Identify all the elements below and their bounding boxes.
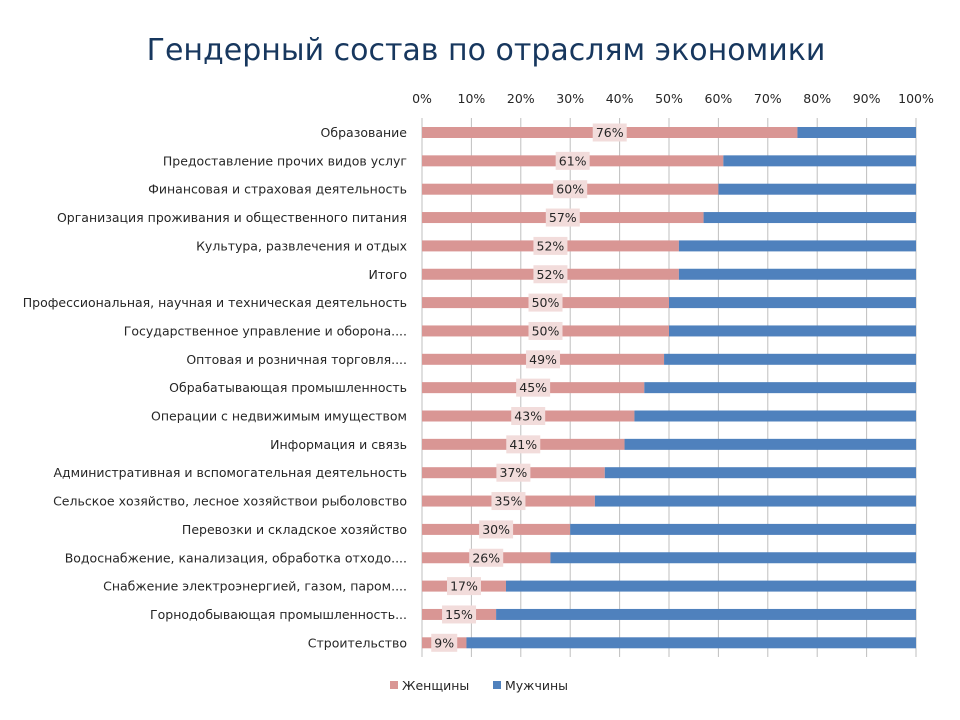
x-tick-label: 0% bbox=[412, 91, 432, 106]
data-label-box bbox=[528, 293, 563, 312]
bar-men bbox=[594, 495, 916, 507]
data-label-box bbox=[496, 463, 531, 482]
category-label: Водоснабжение, канализация, обработка от… bbox=[65, 550, 407, 565]
bar-men bbox=[678, 268, 916, 280]
bar-men bbox=[644, 382, 916, 394]
category-label: Административная и вспомогательная деяте… bbox=[53, 465, 407, 480]
category-label: Снабжение электроэнергией, газом, паром.… bbox=[103, 579, 407, 594]
x-tick-label: 30% bbox=[556, 91, 584, 106]
legend-label: Мужчины bbox=[505, 678, 568, 693]
data-label: 50% bbox=[532, 295, 560, 310]
category-label: Государственное управление и оборона.... bbox=[124, 323, 407, 338]
x-tick-label: 20% bbox=[507, 91, 535, 106]
data-label-box bbox=[442, 605, 477, 624]
category-label: Перевозки и складское хозяйство bbox=[182, 522, 407, 537]
bar-men bbox=[466, 637, 916, 649]
legend-swatch bbox=[493, 681, 501, 689]
data-label: 15% bbox=[445, 607, 473, 622]
data-label: 35% bbox=[495, 494, 523, 509]
category-label: Организация проживания и общественного п… bbox=[57, 210, 407, 225]
data-label-box bbox=[511, 407, 546, 425]
data-label: 61% bbox=[559, 153, 587, 168]
data-label: 52% bbox=[537, 238, 565, 253]
category-label: Информация и связь bbox=[270, 437, 407, 452]
category-label: Оптовая и розничная торговля.... bbox=[186, 352, 407, 367]
data-label: 43% bbox=[514, 409, 542, 424]
data-label-box bbox=[469, 548, 504, 567]
data-label-box bbox=[446, 577, 481, 596]
category-label: Образование bbox=[321, 125, 408, 140]
bar-men bbox=[624, 438, 916, 450]
data-label: 50% bbox=[532, 323, 560, 338]
bar-men bbox=[604, 467, 916, 479]
data-label-box bbox=[592, 123, 627, 142]
x-tick-label: 60% bbox=[705, 91, 733, 106]
data-label-box bbox=[553, 180, 588, 199]
category-labels: Образование Предоставление прочих видов у… bbox=[23, 125, 408, 650]
chart-title: Гендерный состав по отраслям экономики bbox=[147, 33, 826, 68]
data-label-box bbox=[479, 520, 514, 539]
category-label: Культура, развлечения и отдых bbox=[196, 238, 407, 253]
category-label: Обрабатывающая промышленность bbox=[169, 380, 407, 395]
bar-men bbox=[669, 297, 916, 309]
data-label: 76% bbox=[596, 125, 624, 140]
bar-men bbox=[718, 183, 916, 195]
x-tick-label: 40% bbox=[606, 91, 634, 106]
bar-men bbox=[664, 353, 916, 365]
category-label: Предоставление прочих видов услуг bbox=[163, 153, 407, 168]
bar-men bbox=[634, 410, 916, 422]
data-label: 17% bbox=[450, 579, 478, 594]
bar-men bbox=[678, 240, 916, 252]
bar-men bbox=[703, 212, 916, 224]
bar-men bbox=[669, 325, 916, 337]
legend: Женщины Мужчины bbox=[390, 678, 568, 693]
data-label-box bbox=[533, 265, 568, 284]
bar-men bbox=[505, 580, 916, 592]
data-label: 60% bbox=[556, 182, 584, 197]
data-label-box bbox=[491, 492, 526, 511]
category-label: Итого bbox=[369, 267, 408, 282]
data-label: 26% bbox=[472, 550, 500, 565]
category-label: Сельское хозяйство, лесное хозяйствои ры… bbox=[53, 494, 407, 509]
data-label-box bbox=[528, 321, 563, 340]
x-axis-ticks: 0% 10% 20% 30% 40% 50% 60% 70% 80% 90% 100% bbox=[412, 91, 934, 106]
bar-men bbox=[550, 552, 916, 564]
x-tick-label: 100% bbox=[898, 91, 934, 106]
bar-men bbox=[723, 155, 916, 167]
data-label: 57% bbox=[549, 210, 577, 225]
x-tick-label: 80% bbox=[803, 91, 831, 106]
category-label: Горнодобывающая промышленность... bbox=[150, 607, 407, 622]
x-tick-label: 50% bbox=[655, 91, 683, 106]
category-label: Финансовая и страховая деятельность bbox=[148, 182, 407, 197]
data-label: 45% bbox=[519, 380, 547, 395]
data-label-box bbox=[533, 236, 568, 255]
category-label: Профессиональная, научная и техническая … bbox=[23, 295, 407, 310]
data-label-box bbox=[545, 208, 580, 227]
data-label: 37% bbox=[499, 465, 527, 480]
data-label: 9% bbox=[434, 635, 454, 650]
x-tick-label: 70% bbox=[754, 91, 782, 106]
data-label: 49% bbox=[529, 352, 557, 367]
data-label: 52% bbox=[537, 267, 565, 282]
data-label: 30% bbox=[482, 522, 510, 537]
legend-swatch bbox=[390, 681, 398, 689]
data-label: 41% bbox=[509, 437, 537, 452]
bar-men bbox=[496, 608, 916, 620]
data-label-box bbox=[506, 435, 541, 454]
category-label: Операции с недвижимым имуществом bbox=[151, 409, 407, 424]
bar-men bbox=[570, 523, 916, 535]
data-label-box bbox=[555, 151, 590, 170]
x-tick-label: 90% bbox=[853, 91, 881, 106]
bar-men bbox=[797, 127, 916, 138]
x-tick-label: 10% bbox=[458, 91, 486, 106]
data-labels: 76% 61% 60% 57% 52% 52% 50% 50% 49% 45% 43% 41% 37% 3… bbox=[431, 123, 627, 652]
data-label-box bbox=[526, 350, 561, 369]
data-label-box bbox=[431, 633, 458, 652]
category-label: Строительство bbox=[308, 635, 407, 650]
data-label-box bbox=[516, 378, 551, 397]
legend-label: Женщины bbox=[402, 678, 469, 693]
